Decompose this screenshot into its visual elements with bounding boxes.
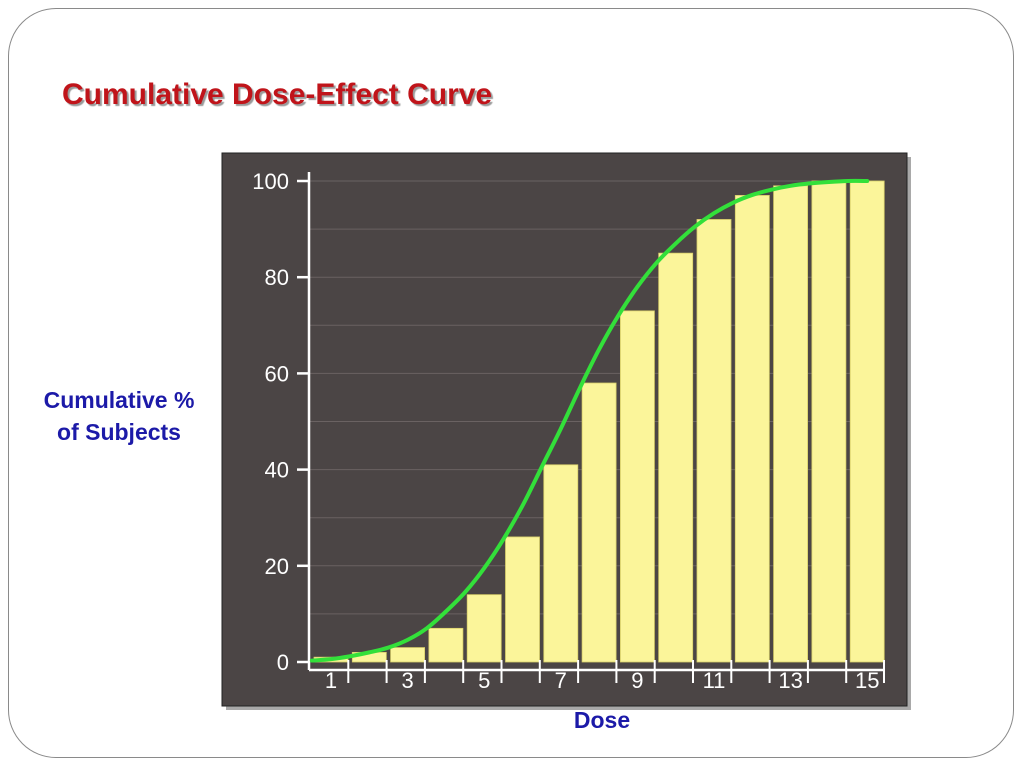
bar-dose-5 [466, 594, 502, 663]
y-tick-label: 60 [265, 361, 289, 386]
bar-dose-4 [428, 627, 464, 663]
bar-dose-10 [658, 252, 694, 663]
bar-dose-9 [620, 310, 655, 663]
bar-dose-6 [505, 536, 540, 663]
x-axis-title: Dose [573, 707, 631, 733]
bar-dose-13 [773, 185, 808, 663]
dose-effect-curve [309, 178, 870, 663]
y-tick-label: 80 [265, 265, 289, 290]
x-tick-label: 11 [703, 668, 726, 693]
x-tick-label: 5 [478, 668, 490, 693]
bar-dose-7 [543, 464, 579, 663]
y-tick-label: 40 [265, 458, 289, 483]
axes [307, 172, 885, 672]
bar-dose-11 [696, 219, 732, 663]
x-tick-label: 15 [855, 668, 879, 693]
slide-title: Cumulative Dose-Effect Curve [62, 78, 493, 111]
x-tick-label: 7 [555, 668, 567, 693]
bar-dose-3 [390, 647, 426, 663]
curve-layer [309, 178, 870, 663]
bars [313, 180, 885, 663]
y-axis-title-line-2: of Subjects [57, 419, 181, 445]
y-tick-label: 20 [265, 554, 289, 579]
y-tick-label: 100 [252, 169, 289, 194]
y-axis-title: Cumulative % of Subjects [24, 384, 214, 448]
bar-dose-8 [581, 382, 617, 663]
x-tick-label: 9 [631, 668, 643, 693]
bar-dose-14 [811, 180, 847, 663]
x-tick-label: 13 [778, 668, 802, 693]
y-axis-title-line-1: Cumulative % [43, 387, 195, 413]
x-tick-label: 3 [401, 668, 413, 693]
bar-dose-12 [734, 195, 770, 663]
bar-dose-15 [849, 180, 885, 663]
y-tick-label: 0 [277, 650, 289, 675]
x-tick-label: 1 [325, 668, 337, 693]
